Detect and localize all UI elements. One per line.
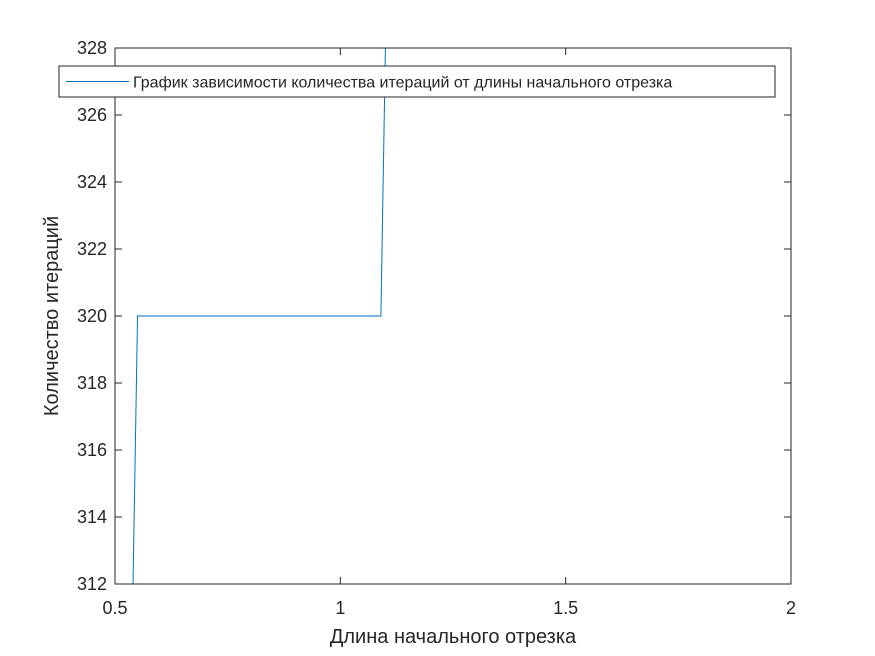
y-tick-label: 314: [77, 507, 107, 527]
y-tick-label: 328: [77, 38, 107, 58]
x-axis-label: Длина начального отрезка: [330, 626, 577, 648]
y-tick-label: 324: [77, 172, 107, 192]
y-tick-label: 312: [77, 574, 107, 594]
y-axis-label: Количество итераций: [41, 216, 63, 416]
y-tick-label: 316: [77, 440, 107, 460]
y-tick-label: 322: [77, 239, 107, 259]
y-tick-label: 326: [77, 105, 107, 125]
y-tick-label: 318: [77, 373, 107, 393]
ticks-layer: 0.5 1 1.5 2 312 314 316 318 320 322 324 326 328: [77, 38, 796, 618]
x-tick-label: 0.5: [102, 598, 127, 618]
y-tick-label: 320: [77, 306, 107, 326]
legend-box: [58, 65, 776, 98]
legend-label: График зависимости количества итераций о…: [133, 75, 672, 92]
x-tick-label: 1: [335, 598, 345, 618]
legend: График зависимости количества итераций о…: [58, 65, 776, 98]
x-tick-label: 1.5: [553, 598, 578, 618]
x-tick-label: 2: [786, 598, 796, 618]
